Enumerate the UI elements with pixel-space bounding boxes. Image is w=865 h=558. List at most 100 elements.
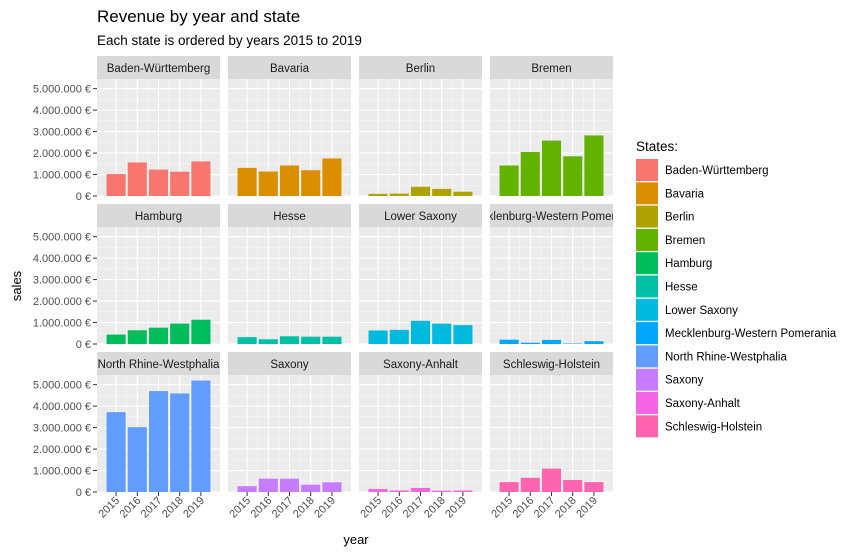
facet-panel: Baden-Württemberg [97,56,220,196]
bar [521,343,540,344]
legend-label: Hamburg [665,258,712,270]
facet-panel: Hamburg [97,204,220,344]
y-tick-label: 4.000.000 € [33,105,91,117]
y-axis-ticks: 0 € 1.000.000 € 2.000.000 € 3.000.000 € 4.00… [33,84,97,499]
bar [584,135,603,196]
bar [584,482,603,492]
y-tick-label: 2.000.000 € [33,148,91,160]
y-axis-label: sales [9,270,24,301]
bar [259,172,278,196]
bar [107,412,126,492]
facet-panel: Mecklenburg-Western Pomerania [466,204,638,344]
bar [149,391,168,492]
x-tick-label: 2019 [574,495,600,521]
facet-strip-label: Lower Saxony [384,211,457,223]
bar [238,337,257,344]
x-tick-label: 2016 [249,495,275,521]
bar [542,340,561,344]
x-tick-label: 2019 [312,495,338,521]
facet-strip-label: Mecklenburg-Western Pomerania [466,211,638,223]
legend-label: North Rhine-Westphalia [665,351,787,363]
bar [191,161,210,196]
chart-title: Revenue by year and state [97,7,300,26]
bar [170,172,189,196]
facet-panel: Bremen [490,56,613,196]
x-tick-label: 2018 [422,495,448,521]
bar [301,485,320,492]
legend-key [636,182,658,204]
y-tick-label: 0 € [76,487,91,499]
facet-strip-label: Bremen [531,63,571,75]
bar [411,187,430,196]
y-tick-label: 5.000.000 € [33,380,91,392]
legend-key [636,322,658,344]
facet-panel: Hesse [228,204,351,344]
x-tick-label: 2019 [181,495,207,521]
legend-label: Bremen [665,235,705,247]
x-tick-label: 2016 [118,495,144,521]
y-tick-label: 2.000.000 € [33,444,91,456]
x-axis-label: year [343,532,369,547]
bar [542,141,561,196]
bar [107,335,126,344]
facet-strip-label: North Rhine-Westphalia [98,359,220,371]
legend: States: Baden-Württemberg Bavaria Berlin Br… [636,139,837,437]
bar [280,336,299,344]
y-tick-label: 5.000.000 € [33,232,91,244]
legend-key [636,415,658,437]
legend-key [636,206,658,228]
x-tick-label: 2018 [291,495,317,521]
y-tick-label: 3.000.000 € [33,127,91,139]
legend-label: Baden-Württemberg [665,165,769,177]
bar [107,174,126,196]
bar [322,482,341,492]
bar [500,340,519,344]
x-tick-label: 2017 [139,495,165,521]
facet-panel: Saxony [228,352,351,492]
bar [128,163,147,196]
legend-label: Hesse [665,282,698,294]
bar [411,321,430,344]
legend-label: Bavaria [665,188,705,200]
legend-key [636,392,658,414]
bar [280,479,299,492]
bar [500,482,519,492]
y-tick-label: 5.000.000 € [33,84,91,96]
bar [432,189,451,196]
x-tick-label: 2017 [401,495,427,521]
facet-panel: Schleswig-Holstein [490,352,613,492]
facet-strip-label: Saxony [270,359,309,371]
x-tick-label: 2018 [160,495,186,521]
facet-panel: Berlin [359,56,482,196]
legend-label: Berlin [665,212,694,224]
legend-label: Lower Saxony [665,305,738,317]
y-tick-label: 1.000.000 € [33,466,91,478]
y-tick-label: 1.000.000 € [33,318,91,330]
facet-panel: Bavaria [228,56,351,196]
y-tick-label: 4.000.000 € [33,401,91,413]
bar [149,328,168,344]
legend-key [636,345,658,367]
y-tick-label: 2.000.000 € [33,296,91,308]
legend-label: Saxony-Anhalt [665,398,741,410]
bar [191,381,210,492]
y-tick-label: 3.000.000 € [33,423,91,435]
bar [369,330,388,344]
legend-title: States: [636,139,678,154]
bar [563,480,582,492]
bar [432,491,451,492]
bar [453,325,472,344]
x-tick-label: 2016 [380,495,406,521]
bar [170,393,189,492]
bar [322,337,341,344]
bar [369,489,388,492]
bar [453,192,472,196]
bar [322,158,341,196]
legend-key [636,369,658,391]
x-tick-label: 2018 [553,495,579,521]
facet-strip-label: Schleswig-Holstein [503,359,600,371]
legend-key [636,229,658,251]
